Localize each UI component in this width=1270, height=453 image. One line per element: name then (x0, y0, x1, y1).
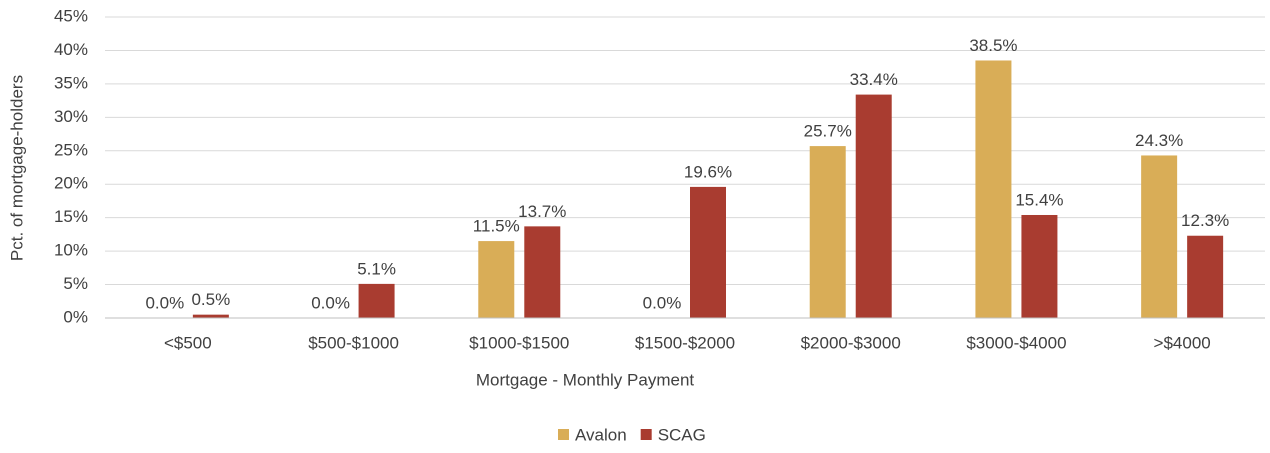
legend-label: SCAG (658, 425, 706, 444)
data-label: 0.0% (145, 293, 184, 312)
y-tick-label: 45% (54, 6, 88, 25)
y-tick-label: 5% (63, 274, 88, 293)
bar (690, 186, 726, 318)
data-label: 5.1% (357, 259, 396, 278)
bar (358, 283, 395, 318)
data-label: 33.4% (850, 70, 898, 89)
bar (809, 146, 846, 318)
y-tick-label: 20% (54, 174, 88, 193)
legend-label: Avalon (575, 425, 627, 444)
bar (975, 60, 1012, 318)
data-label: 0.0% (643, 293, 682, 312)
x-tick-label: $500-$1000 (308, 333, 399, 352)
data-label: 25.7% (804, 122, 852, 141)
legend-swatch (640, 429, 652, 440)
data-label: 0.5% (191, 290, 230, 309)
y-tick-label: 40% (54, 40, 88, 59)
x-tick-label: $2000-$3000 (801, 333, 901, 352)
data-label: 13.7% (518, 202, 566, 221)
legend-swatch (558, 429, 569, 440)
bar (1187, 235, 1224, 318)
y-axis-title: Pct. of mortgage-holders (7, 75, 26, 261)
bar (855, 94, 892, 318)
x-tick-label: $1000-$1500 (469, 333, 569, 352)
bar (478, 241, 515, 318)
x-tick-label: >$4000 (1154, 333, 1211, 352)
y-tick-label: 10% (54, 241, 88, 260)
data-label: 11.5% (473, 217, 520, 236)
data-label: 24.3% (1135, 131, 1183, 150)
data-label: 0.0% (311, 293, 350, 312)
data-label: 12.3% (1181, 211, 1229, 230)
x-tick-label: $3000-$4000 (966, 333, 1066, 352)
y-tick-label: 30% (54, 107, 88, 126)
x-tick-label: <$500 (164, 333, 212, 352)
bar (192, 314, 229, 318)
x-tick-label: $1500-$2000 (635, 333, 735, 352)
x-axis-title: Mortgage - Monthly Payment (476, 370, 695, 389)
bar (524, 226, 561, 318)
bar (1021, 214, 1058, 318)
bar (1141, 155, 1178, 318)
data-label: 15.4% (1015, 190, 1063, 209)
data-label: 38.5% (969, 36, 1017, 55)
y-tick-label: 35% (54, 73, 88, 92)
data-label: 19.6% (684, 162, 732, 181)
y-tick-label: 0% (63, 307, 88, 326)
y-tick-label: 15% (54, 207, 88, 226)
y-tick-label: 25% (54, 140, 88, 159)
